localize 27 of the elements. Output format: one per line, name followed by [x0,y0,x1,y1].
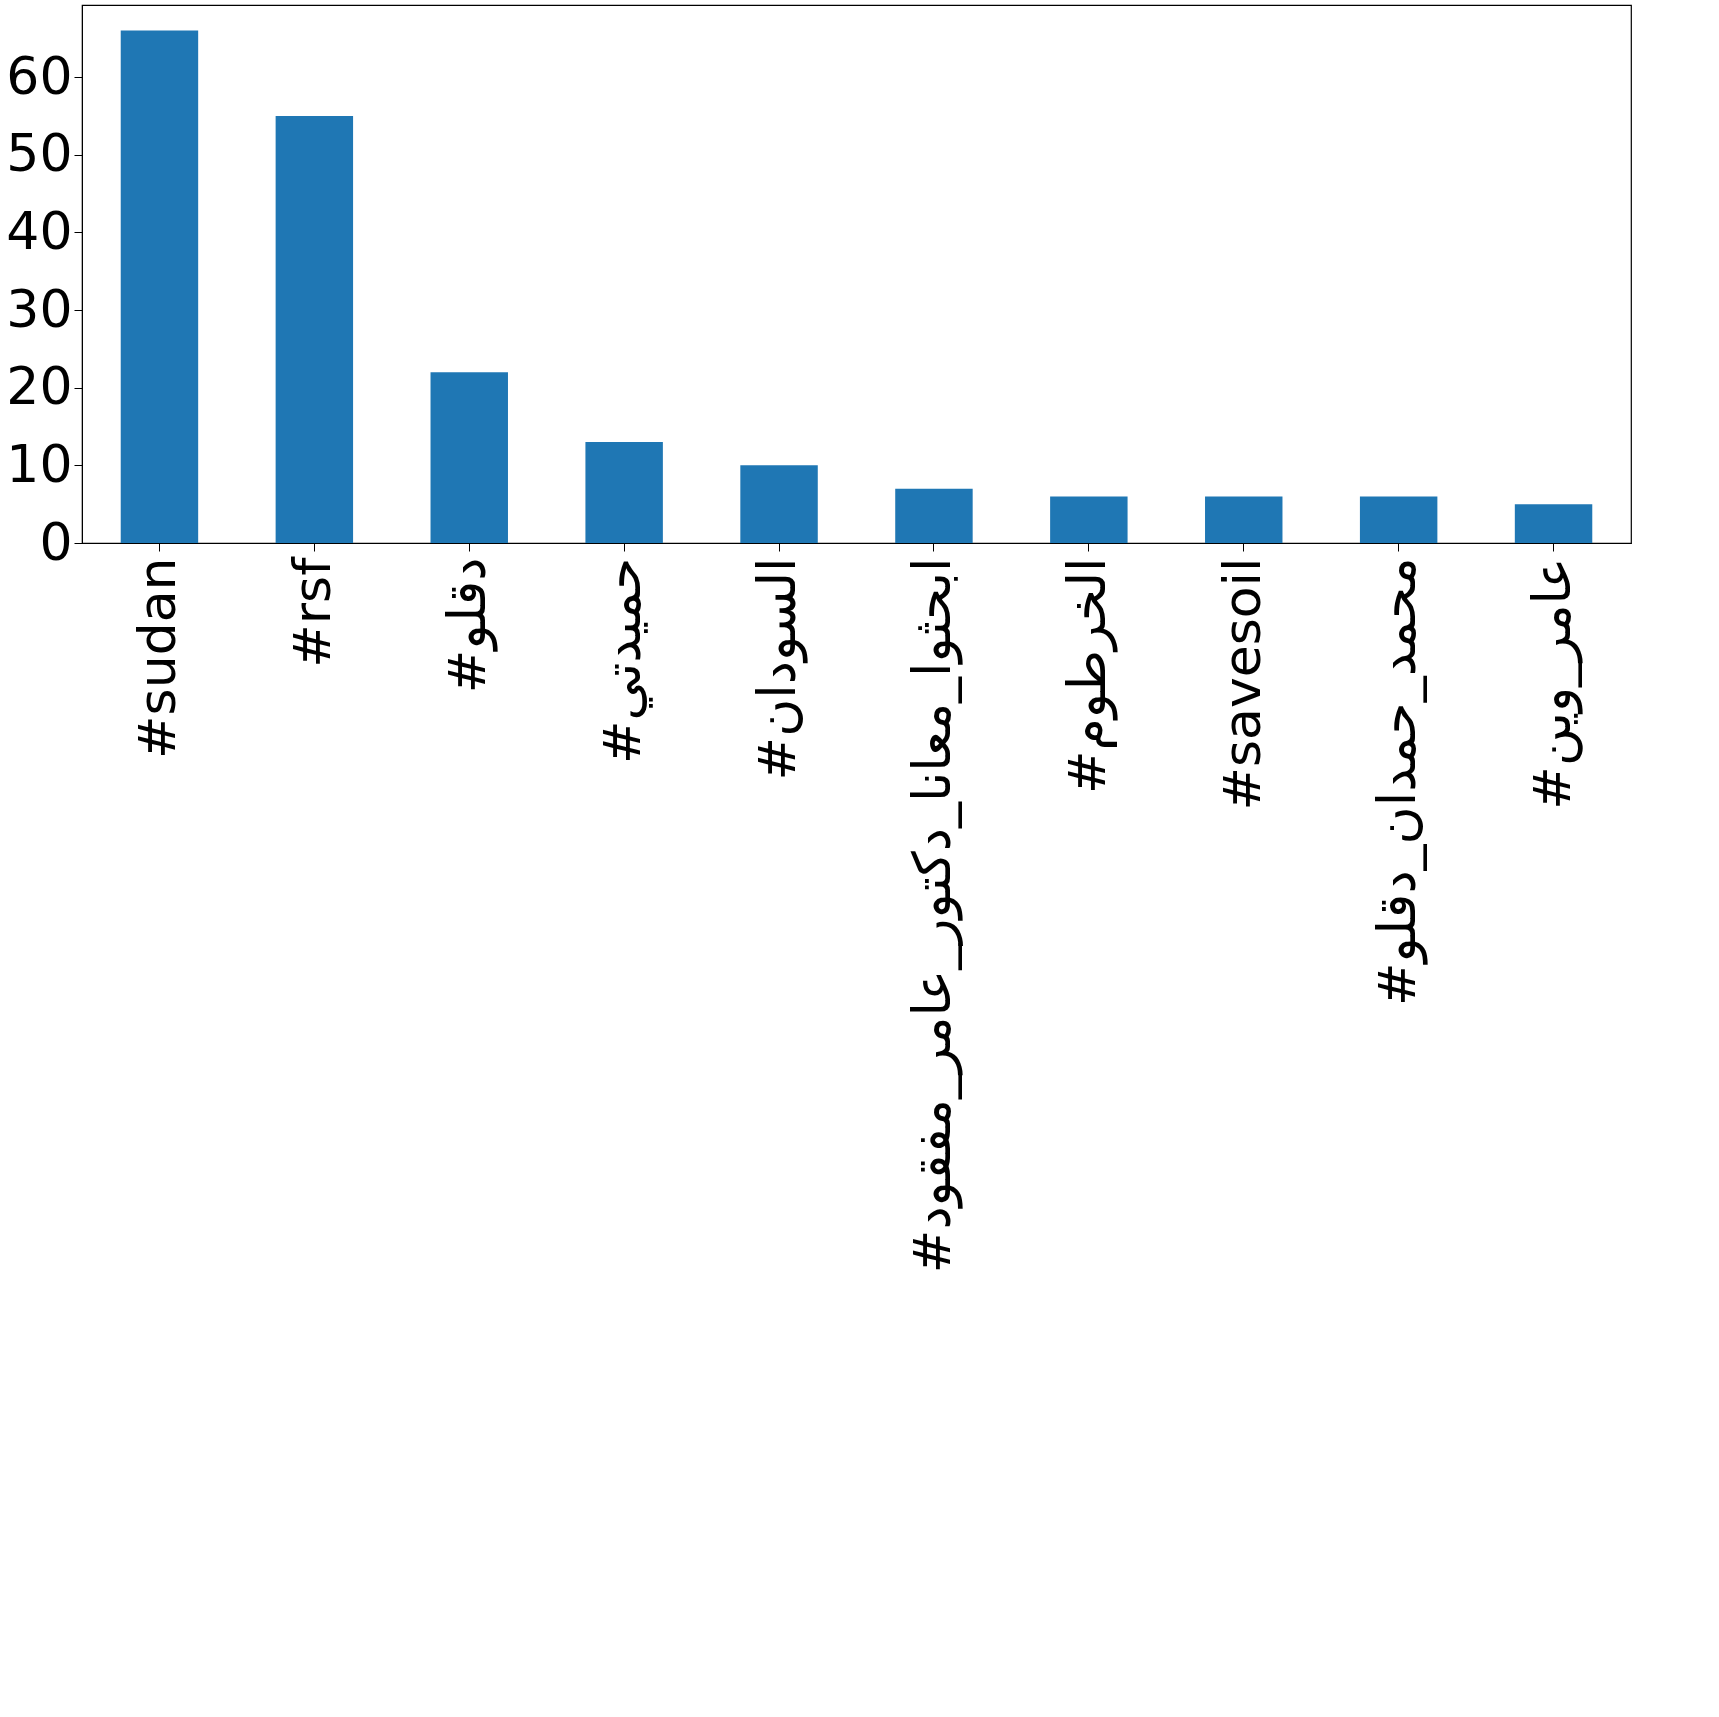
x-tick-label: #محمد_حمدان_دقلو [1366,557,1428,1007]
bar [1359,496,1438,543]
x-tick-label: #rsf [282,555,343,668]
x-tick-label: #الخرطوم [1056,557,1118,795]
x-tick-label: #دقلو [437,557,499,694]
y-tick-label: 60 [6,45,73,106]
y-tick-label: 0 [39,511,73,572]
y-tick-label: 20 [6,356,73,417]
x-tick-label: #حميدتي [592,557,654,765]
x-tick-label: #savesoil [1211,557,1272,811]
y-tick-label: 10 [6,433,73,494]
y-tick-label: 40 [6,200,73,261]
bar [740,465,818,543]
x-tick-label: #عامر_وين [1521,557,1583,810]
bar [430,372,508,543]
x-tick-label: #السودان [747,557,809,781]
y-tick-label: 50 [6,123,73,184]
x-tick-label: #ابحثوا_معانا_دكتور_عامر_مفقود [901,557,963,1274]
x-tick-label: #sudan [127,557,188,759]
bar [585,442,663,543]
bar [895,488,973,543]
y-tick-label: 30 [6,278,73,339]
bar [275,116,354,543]
bar [120,30,199,543]
bar [1050,496,1128,543]
bar [1514,504,1593,543]
bar [1205,496,1283,543]
